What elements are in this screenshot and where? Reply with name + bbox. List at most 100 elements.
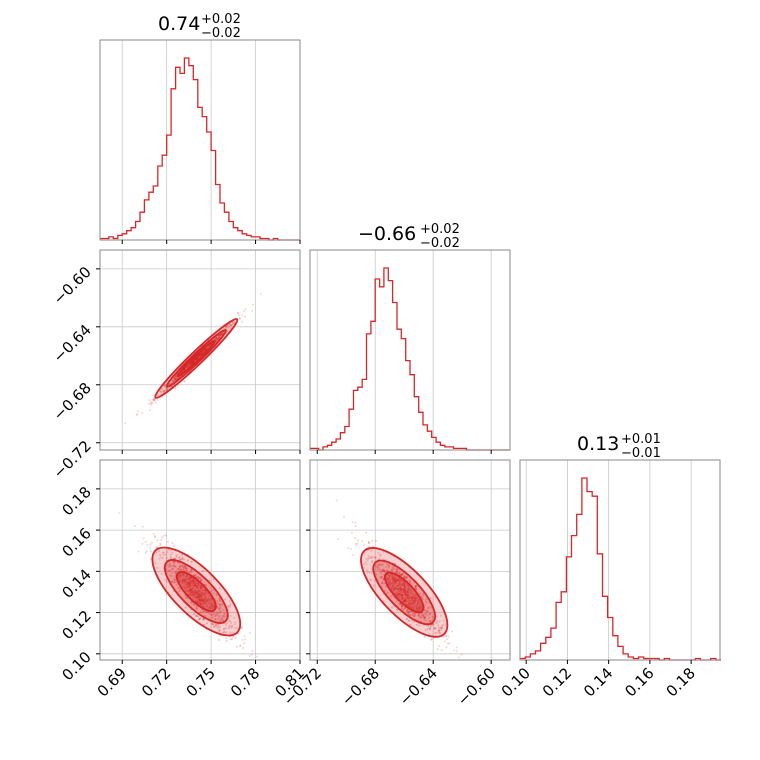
sample-point [239,645,242,648]
sample-point [396,594,399,597]
sample-point [200,587,202,590]
sample-point [185,366,188,368]
sample-point [181,572,184,575]
sample-point [216,614,219,617]
sample-point [186,567,189,570]
sample-point [243,310,246,313]
sample-point [166,564,169,567]
sample-point [189,585,192,588]
sample-point [190,590,193,593]
sample-point [403,589,406,592]
sample-point [422,613,425,616]
sample-point [403,589,406,591]
sample-point [173,581,176,584]
sample-point [201,589,204,592]
sample-point [418,613,421,615]
sample-point [184,578,187,580]
sample-point [370,549,373,552]
sample-point [216,623,219,626]
scatter-panel-0-2 [96,459,301,664]
x-tick-label: 0.10 [498,664,534,700]
sample-point [394,576,397,579]
sample-point [194,582,196,585]
sample-point [197,590,200,593]
sample-point [173,581,176,584]
sample-point [159,390,162,393]
sample-point [163,554,166,556]
sample-point [194,588,197,591]
sample-point [428,617,431,620]
sample-point [182,573,185,576]
sample-point [198,593,201,596]
sample-point [202,599,205,602]
sample-point [388,574,391,577]
sample-point [218,603,221,606]
sample-point [229,620,232,623]
sample-point [225,637,228,640]
sample-point [180,573,183,576]
sample-point [409,595,412,598]
sample-point [198,598,201,601]
sample-point [189,578,191,581]
sample-point [196,357,198,360]
sample-point [404,596,407,599]
sample-point [399,573,402,576]
x-tick-label: −0.60 [454,664,499,709]
sample-point [200,351,203,354]
sample-point [194,582,197,585]
sample-point [200,351,203,354]
sample-point [220,620,223,623]
sample-point [395,568,398,570]
sample-point [413,595,416,598]
sample-point [394,580,397,583]
sample-point [197,602,200,605]
sample-point [404,599,407,601]
sample-point [363,544,365,547]
sample-point [414,585,417,588]
sample-point [190,601,193,604]
sample-point [426,610,429,613]
x-tick-label: 0.72 [138,664,174,700]
sample-point [175,569,178,572]
sample-point [159,544,162,547]
sample-point [188,594,190,596]
sample-point [204,584,207,586]
sample-point [234,623,236,626]
sample-point [414,597,417,600]
sample-point [391,582,394,585]
sample-point [386,591,389,594]
sample-point [196,355,199,358]
sample-point [198,353,201,356]
sample-point [168,570,171,573]
sample-point [215,624,218,627]
sample-point [189,581,192,584]
sample-point [223,631,226,633]
sample-point [203,598,206,601]
sample-point [365,531,368,534]
sample-point [368,545,370,548]
sample-point [168,562,171,565]
sample-point [182,558,185,561]
sample-point [402,600,405,603]
sample-point [218,598,221,601]
sample-point [409,614,412,617]
sample-point [368,556,371,559]
sample-point [392,580,394,583]
sample-point [212,623,215,626]
sample-point [185,366,188,369]
sample-point [197,356,200,358]
x-tick-label: 0.69 [94,664,130,700]
sample-point [184,565,187,568]
sample-point [395,587,398,590]
sample-point [196,576,199,578]
sample-point [427,625,430,627]
sample-point [424,612,427,615]
sample-point [183,587,186,590]
sample-point [192,591,195,594]
sample-point [197,584,200,587]
sample-point [351,521,354,524]
sample-point [428,620,431,623]
sample-point [164,384,166,387]
sample-point [189,588,192,591]
sample-point [195,356,197,359]
